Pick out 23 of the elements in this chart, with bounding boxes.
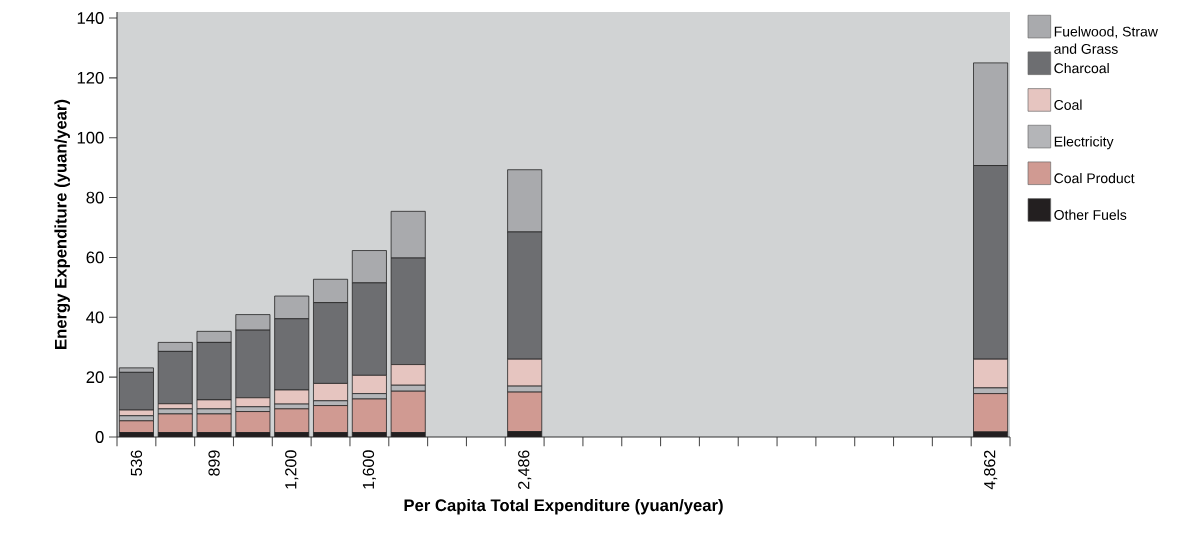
y-tick-label: 20 bbox=[86, 371, 104, 384]
legend-label: Electricity bbox=[1054, 136, 1114, 150]
y-axis-title: Energy Expenditure (yuan/year) bbox=[54, 99, 70, 349]
y-tick-label: 120 bbox=[77, 71, 104, 84]
x-tick-label: 899 bbox=[208, 450, 220, 476]
y-tick-label: 100 bbox=[77, 131, 104, 144]
x-tick-label: 1,600 bbox=[362, 450, 376, 489]
legend-label: Coal Product bbox=[1054, 172, 1135, 184]
y-tick-label: 60 bbox=[86, 251, 104, 264]
x-axis-title: Per Capita Total Expenditure (yuan/year) bbox=[404, 498, 723, 515]
y-tick-label: 40 bbox=[86, 311, 104, 324]
y-tick-label: 0 bbox=[95, 431, 104, 443]
y-tick-label: 80 bbox=[86, 191, 104, 204]
x-tick-label: 2,486 bbox=[518, 450, 532, 489]
legend-label: Other Fuels bbox=[1054, 209, 1127, 220]
y-tick-label: 140 bbox=[77, 12, 104, 24]
legend-label: Charcoal bbox=[1054, 62, 1109, 74]
x-tick-label: 1,200 bbox=[285, 450, 299, 489]
bar bbox=[118, 371, 154, 411]
x-tick-label: 4,862 bbox=[984, 450, 998, 490]
legend-label: Coal bbox=[1054, 99, 1082, 110]
x-tick-label: 536 bbox=[130, 450, 143, 476]
legend-label: Fuelwood, Straw and Grass bbox=[1054, 26, 1158, 54]
